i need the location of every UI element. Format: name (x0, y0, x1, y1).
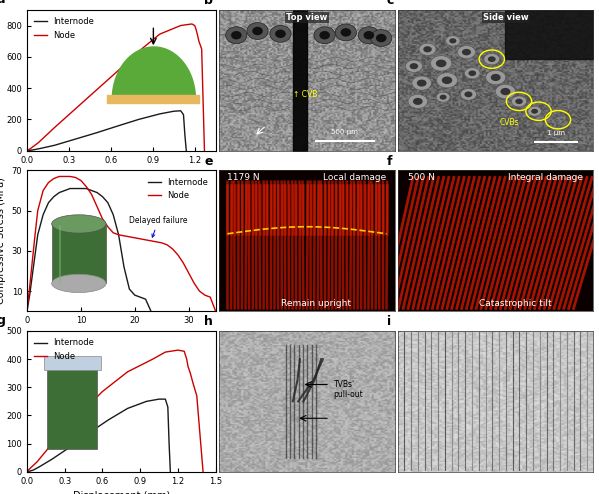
Circle shape (465, 68, 480, 79)
Y-axis label: Compressive Stress (MPa): Compressive Stress (MPa) (0, 177, 6, 304)
Circle shape (440, 95, 447, 100)
Circle shape (406, 60, 422, 72)
Text: h: h (204, 315, 213, 329)
Circle shape (319, 31, 330, 40)
Circle shape (431, 56, 452, 71)
Text: Catastrophic tilt: Catastrophic tilt (479, 298, 552, 308)
Text: Local damage: Local damage (323, 173, 386, 182)
Text: b: b (204, 0, 213, 7)
Text: e: e (204, 155, 213, 168)
Circle shape (495, 84, 515, 99)
Circle shape (408, 94, 428, 109)
Circle shape (486, 70, 506, 84)
Circle shape (252, 27, 263, 35)
Legend: Internode, Node: Internode, Node (145, 174, 211, 204)
Circle shape (358, 27, 379, 43)
Circle shape (436, 60, 446, 67)
Circle shape (376, 34, 386, 42)
Text: CVBs: CVBs (500, 119, 519, 127)
X-axis label: Compressive Strain (%): Compressive Strain (%) (64, 330, 179, 341)
Text: Remain upright: Remain upright (281, 298, 351, 308)
Text: 500 μm: 500 μm (331, 129, 358, 135)
Circle shape (371, 30, 392, 46)
Circle shape (437, 73, 458, 88)
Circle shape (413, 98, 423, 105)
Circle shape (412, 76, 431, 90)
Circle shape (531, 109, 538, 114)
Circle shape (464, 91, 473, 97)
Circle shape (491, 74, 501, 81)
Circle shape (423, 46, 432, 52)
Circle shape (484, 53, 500, 65)
Circle shape (500, 88, 510, 95)
Text: 1179 N: 1179 N (228, 173, 260, 182)
Text: a: a (0, 0, 5, 6)
Circle shape (512, 96, 527, 107)
Circle shape (446, 36, 460, 46)
Text: Side view: Side view (483, 13, 528, 22)
Text: Integral damage: Integral damage (509, 173, 583, 182)
Text: ↑ CVB: ↑ CVB (293, 90, 317, 99)
Circle shape (461, 88, 476, 100)
Circle shape (442, 77, 452, 84)
Circle shape (528, 106, 541, 116)
Circle shape (275, 30, 286, 38)
Circle shape (364, 31, 374, 40)
Circle shape (449, 38, 456, 43)
Circle shape (335, 24, 356, 41)
Text: Delayed failure: Delayed failure (129, 216, 188, 237)
Circle shape (462, 49, 471, 55)
Text: 1 μm: 1 μm (547, 130, 565, 136)
Circle shape (314, 27, 335, 43)
Text: c: c (387, 0, 394, 7)
X-axis label: Distance (mm): Distance (mm) (85, 170, 158, 180)
Circle shape (231, 31, 241, 40)
Circle shape (488, 56, 496, 62)
X-axis label: Displacement (mm): Displacement (mm) (72, 491, 170, 494)
Text: f: f (387, 155, 392, 168)
Text: Top view: Top view (286, 13, 328, 22)
Circle shape (436, 92, 450, 102)
Text: TVBs': TVBs' (334, 380, 355, 389)
Legend: Internode, Node: Internode, Node (31, 14, 98, 43)
Circle shape (341, 28, 351, 37)
Circle shape (270, 25, 291, 42)
Circle shape (515, 99, 523, 104)
Y-axis label: Load (N): Load (N) (0, 59, 1, 101)
Text: 500 N: 500 N (408, 173, 435, 182)
Circle shape (419, 43, 436, 55)
Circle shape (458, 45, 476, 59)
Legend: Internode, Node: Internode, Node (31, 335, 98, 364)
Circle shape (410, 63, 418, 69)
Text: i: i (387, 315, 391, 329)
Text: pull-out: pull-out (334, 390, 363, 399)
Y-axis label: Load (N): Load (N) (0, 380, 1, 422)
Text: g: g (0, 314, 5, 327)
Circle shape (417, 80, 426, 86)
Circle shape (247, 23, 268, 40)
Circle shape (468, 71, 476, 76)
Circle shape (226, 27, 247, 43)
